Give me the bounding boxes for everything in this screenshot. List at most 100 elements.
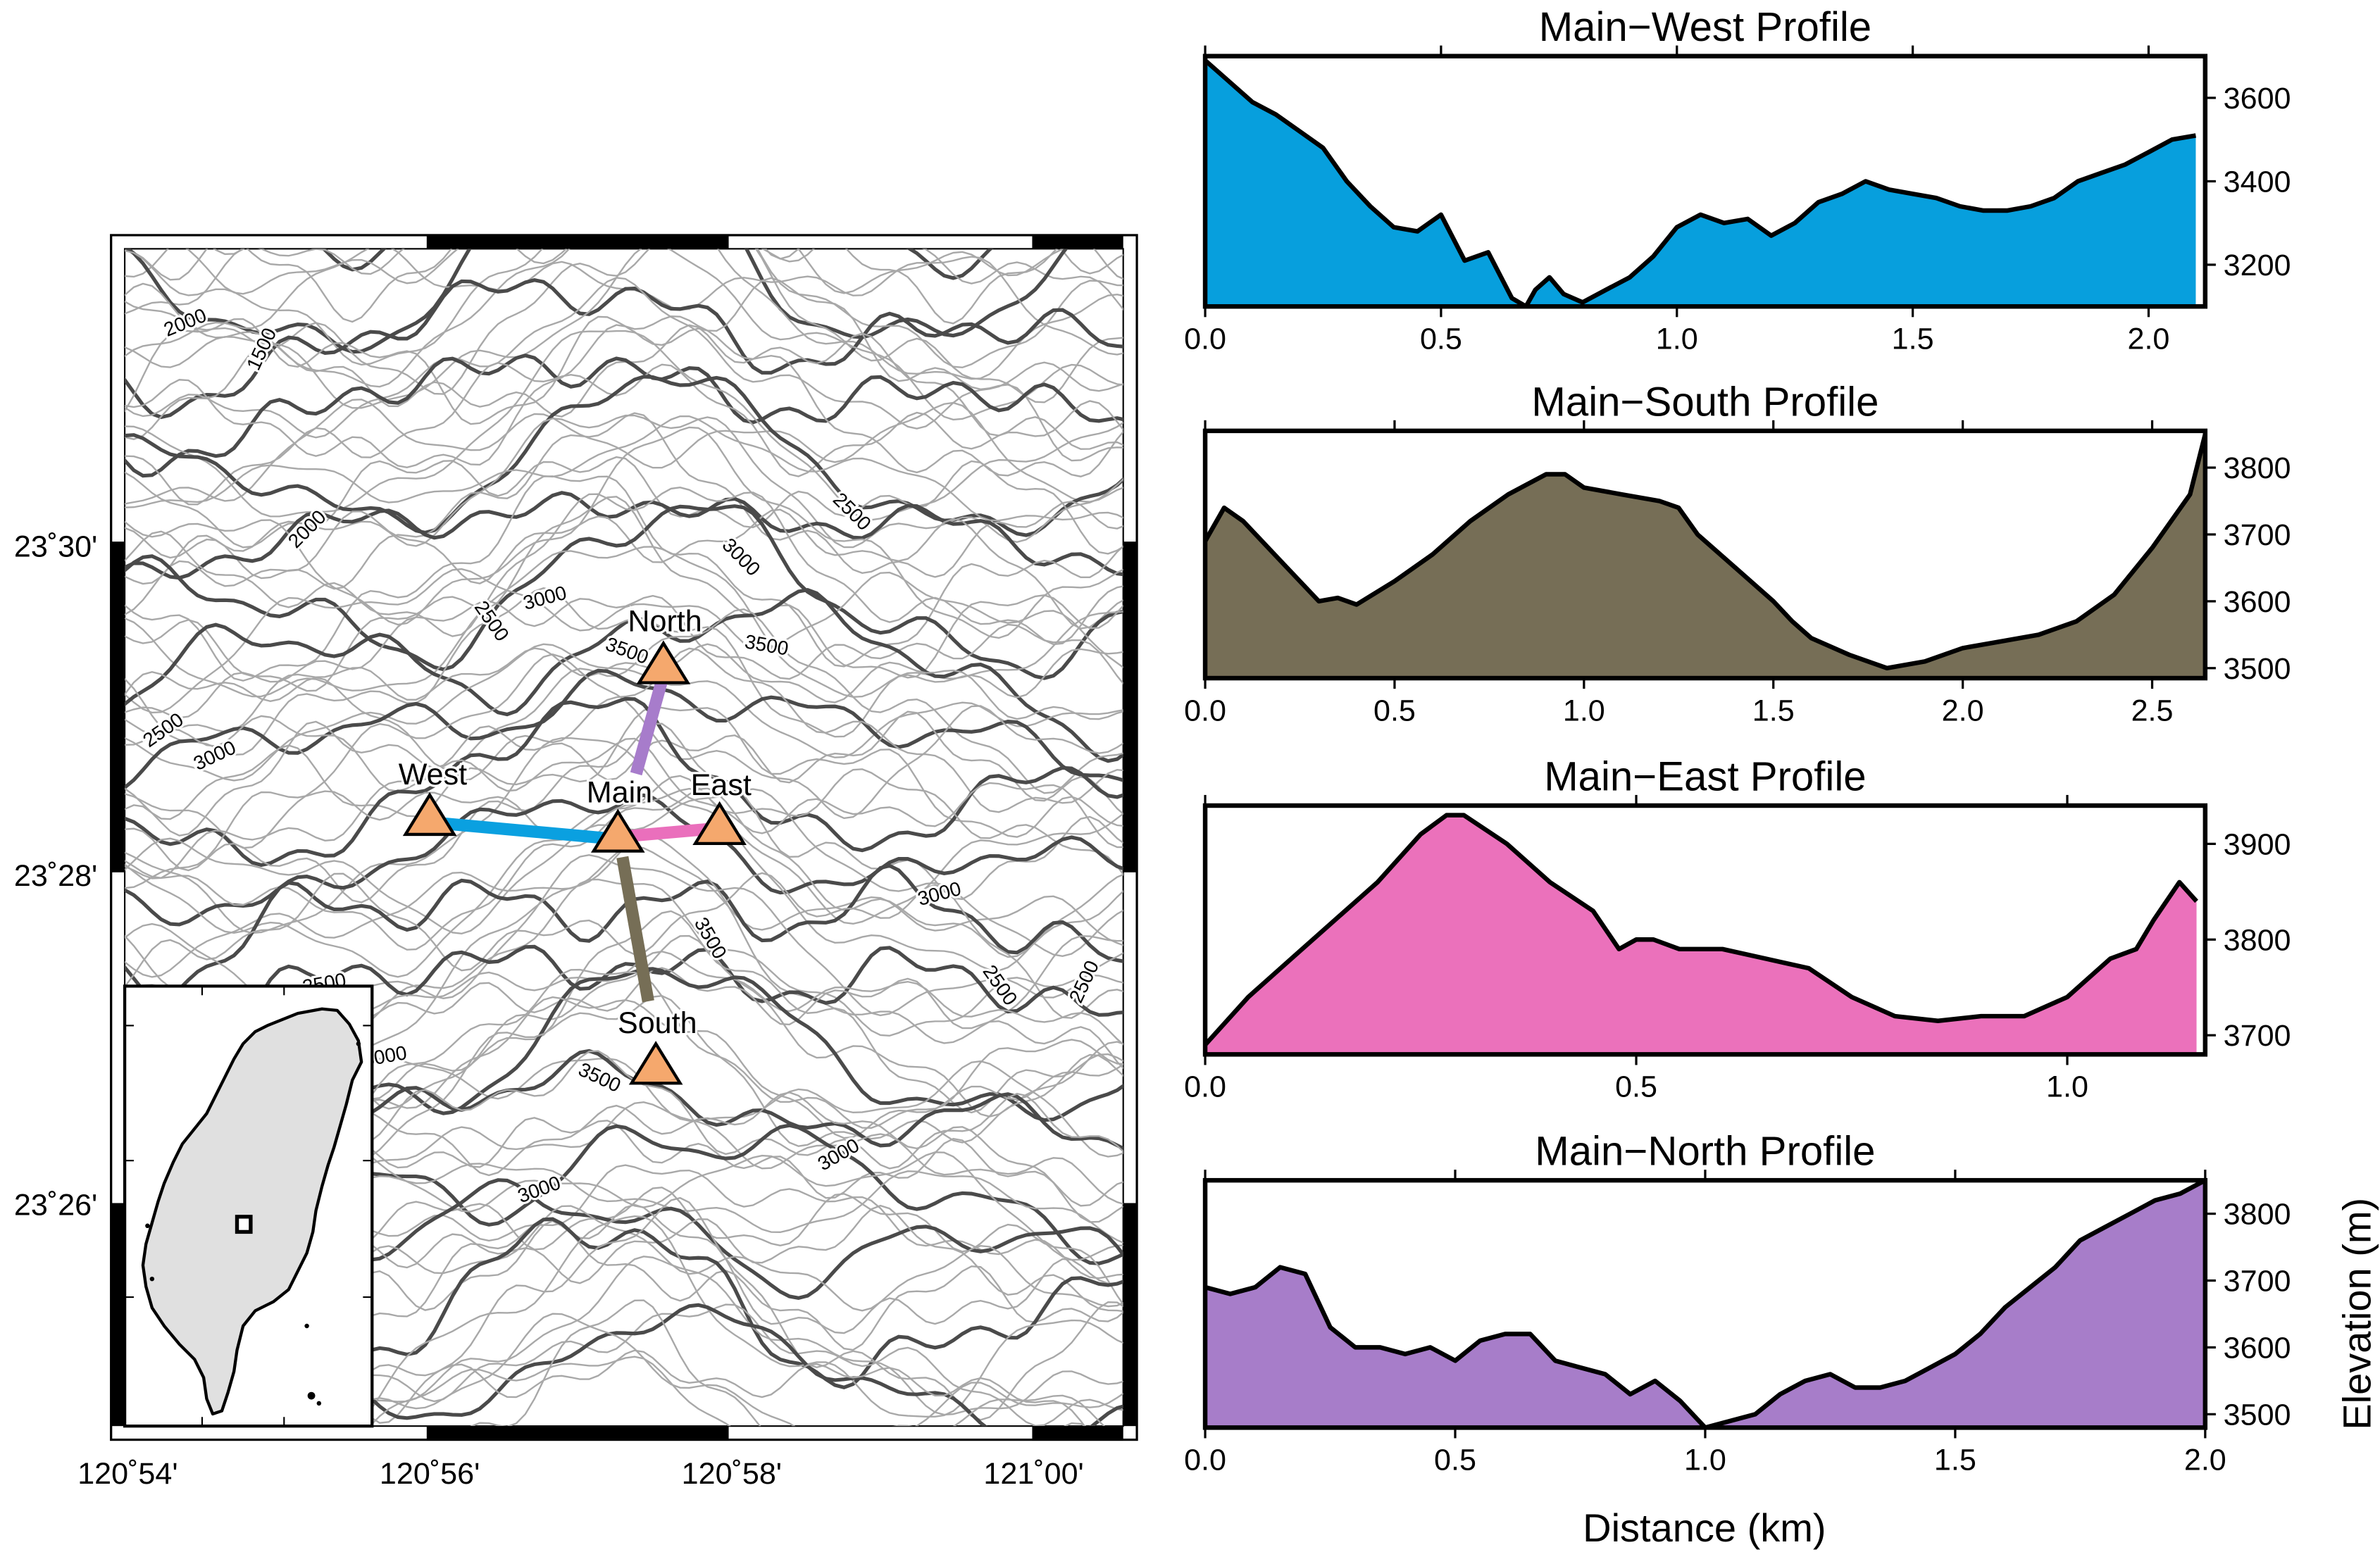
- map-frame-bars: [111, 234, 1138, 1440]
- profile-panel-3: Main−East Profile 0.0 0.5 1.0 3900 3800 3700: [1184, 753, 2291, 1103]
- profile-line: [1205, 813, 2198, 1046]
- contour-line: [125, 737, 1123, 934]
- x-tick-label: 2.0: [2184, 1444, 2226, 1477]
- profile-panel-1: Main−West Profile 0.0 0.5 1.0 1.5 2.0 3600 3400…: [1184, 4, 2291, 356]
- station-east-label: East: [691, 768, 752, 802]
- profile-line: [1205, 1180, 2205, 1428]
- inset-islet: [316, 1401, 322, 1406]
- y-tick-label: 3600: [2224, 585, 2291, 619]
- south-profile-line: [616, 856, 654, 1003]
- contour-line: [125, 653, 1123, 849]
- contour-line: [125, 399, 1123, 505]
- contour-line: [125, 587, 1123, 763]
- contour-line: [125, 737, 1123, 880]
- y-tick-label: 3500: [2224, 652, 2291, 686]
- inset-islet: [149, 1276, 155, 1282]
- y-tick-label: 3700: [2224, 1265, 2291, 1298]
- inset-islet: [356, 1041, 361, 1046]
- station-main-marker: [590, 808, 645, 853]
- y-tick-label: 3400: [2224, 165, 2291, 199]
- contour-line: [125, 249, 1123, 315]
- station-west-label: West: [399, 758, 467, 791]
- contour-label: 3500: [743, 630, 790, 659]
- contour-line: [125, 330, 1123, 521]
- contour-line: [125, 426, 1123, 639]
- contour-line: [339, 1313, 1123, 1427]
- y-tick-label: 3600: [2224, 82, 2291, 115]
- contour-line: [125, 278, 1123, 420]
- north-profile-line: [630, 673, 670, 776]
- station-north-marker: [636, 640, 691, 684]
- contour-line: [125, 643, 1123, 782]
- x-tick-label: 0.5: [1420, 323, 1462, 356]
- contour-line: [125, 944, 1123, 1060]
- profile-frame: [1202, 428, 2208, 681]
- y-tick-label: 3900: [2224, 827, 2291, 861]
- contour-line: [125, 249, 1123, 421]
- contour-line: [125, 504, 1123, 680]
- x-tick-label: 0.0: [1184, 1070, 1226, 1104]
- contour-line: [125, 249, 1123, 403]
- station-south-label: South: [618, 1006, 697, 1040]
- profile-area: [1205, 60, 2196, 307]
- y-axis-title: Elevation (m): [2335, 1198, 2379, 1430]
- contour-line: [125, 249, 1123, 325]
- profile-title: Main−East Profile: [1544, 753, 1866, 799]
- contour-line: [125, 508, 1123, 630]
- contour-line: [125, 249, 1068, 354]
- x-tick-label: 1.0: [1684, 1444, 1726, 1477]
- contour-line: [125, 696, 1123, 868]
- contour-line: [125, 608, 1123, 794]
- station-north-label: North: [628, 604, 702, 638]
- lon-label-4: 121˚00': [983, 1457, 1083, 1491]
- profile-area: [1205, 1180, 2205, 1428]
- lon-label-1: 120˚54': [77, 1457, 177, 1491]
- inset-location-box: [235, 1215, 253, 1234]
- station-west-marker: [402, 791, 457, 837]
- profile-title: Main−South Profile: [1531, 379, 1879, 425]
- x-tick-label: 0.0: [1184, 323, 1226, 356]
- taiwan-island: [141, 1007, 363, 1416]
- contour-line: [368, 1356, 1106, 1427]
- y-tick-label: 3600: [2224, 1332, 2291, 1365]
- contour-line: [470, 1299, 1087, 1427]
- inset-islet: [304, 1323, 309, 1329]
- x-tick-label: 0.5: [1373, 694, 1416, 727]
- profile-line: [1205, 58, 2197, 307]
- contour-line: [125, 412, 1123, 590]
- contour-line: [125, 362, 1123, 506]
- x-tick-label: 0.5: [1615, 1070, 1657, 1104]
- contour-lines: [125, 249, 1123, 1427]
- profile-panel-4: Main−North Profile 0.0 0.5 1.0 1.5 2.0 3800 370…: [1184, 1129, 2291, 1477]
- contour-line: [125, 456, 1123, 585]
- x-tick-label: 1.0: [1563, 694, 1605, 727]
- contour-line: [125, 711, 1123, 837]
- y-tick-label: 3800: [2224, 923, 2291, 957]
- y-tick-label: 3800: [2224, 1198, 2291, 1232]
- contour-line: [125, 768, 1123, 889]
- station-east-marker: [692, 801, 747, 846]
- profile-area: [1205, 434, 2205, 679]
- lat-label-3: 23˚26': [14, 1189, 97, 1222]
- inset-map: [123, 984, 374, 1428]
- contour-line: [125, 722, 1123, 903]
- x-tick-label: 1.0: [2046, 1070, 2088, 1104]
- contour-line: [125, 353, 1123, 478]
- station-main-label: Main: [587, 776, 652, 810]
- x-tick-label: 0.0: [1184, 694, 1226, 727]
- x-tick-label: 1.0: [1656, 323, 1698, 356]
- profile-panel-2: Main−South Profile 0.0 0.5 1.0 1.5 2.0 2.5 3800…: [1184, 379, 2291, 727]
- x-tick-label: 1.5: [1752, 694, 1795, 727]
- contour-line: [125, 643, 1123, 736]
- profile-area: [1205, 815, 2197, 1055]
- x-tick-label: 1.5: [1892, 323, 1934, 356]
- lat-label-1: 23˚30': [14, 530, 97, 564]
- contour-line: [125, 706, 1123, 838]
- x-tick-label: 1.5: [1934, 1444, 1976, 1477]
- profile-line: [1205, 433, 2205, 671]
- contour-line: [125, 277, 1123, 439]
- lon-label-3: 120˚58': [682, 1457, 782, 1491]
- x-axis-title: Distance (km): [1583, 1506, 1826, 1550]
- contour-line: [125, 415, 1123, 522]
